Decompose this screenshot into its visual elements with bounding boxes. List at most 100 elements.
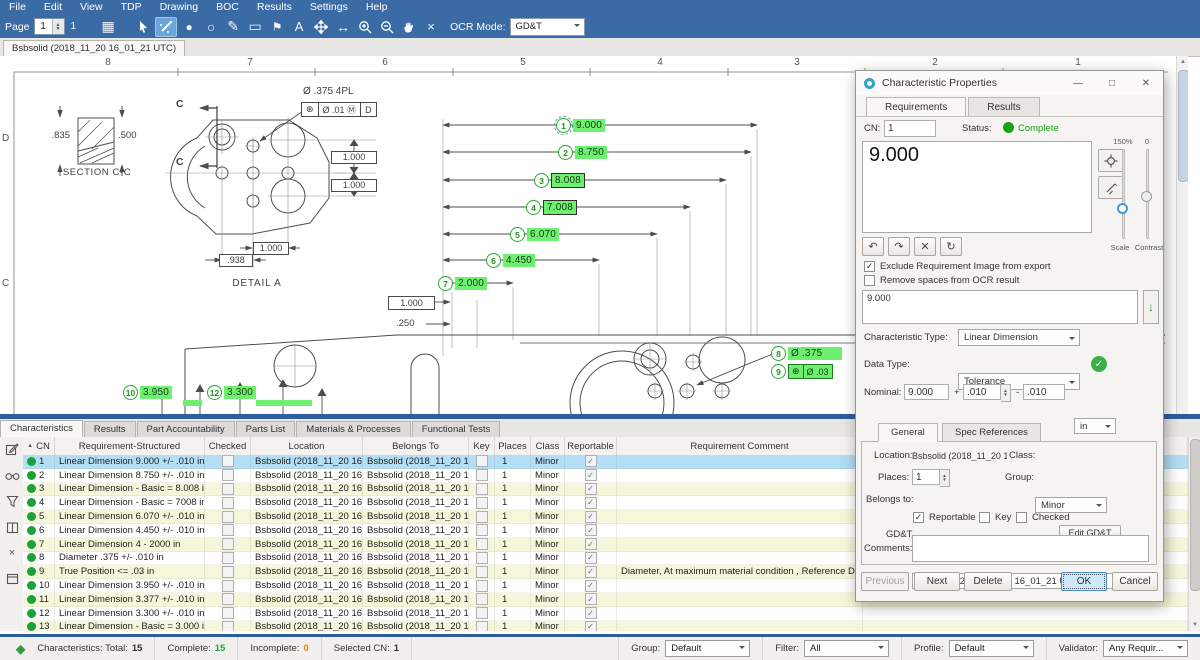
filter-select[interactable]: All: [803, 640, 889, 657]
key-checkbox[interactable]: [475, 482, 488, 495]
clear-icon[interactable]: ✕: [914, 237, 936, 256]
close-icon[interactable]: ✕: [1141, 77, 1151, 89]
checked-checkbox[interactable]: [221, 538, 234, 551]
ok-button[interactable]: OK: [1061, 572, 1107, 591]
key-checkbox[interactable]: [475, 496, 488, 509]
balloon-4[interactable]: 4 7.008: [526, 200, 578, 215]
col-belongs-to[interactable]: Belongs To: [363, 437, 469, 455]
key-checkbox[interactable]: [475, 551, 488, 564]
tab-materials-processes[interactable]: Materials & Processes: [296, 421, 411, 437]
reportable-checkbox[interactable]: ✓ Reportable: [913, 512, 976, 523]
comments-textarea[interactable]: [912, 535, 1149, 562]
key-checkbox[interactable]: [475, 524, 488, 537]
reportable-checkbox[interactable]: ✓: [584, 482, 597, 495]
previous-button[interactable]: Previous: [861, 572, 909, 591]
balloon-circle[interactable]: 6: [486, 253, 501, 268]
reportable-checkbox[interactable]: ✓: [584, 551, 597, 564]
tab-results[interactable]: Results: [83, 421, 136, 437]
dialog-titlebar[interactable]: Characteristic Properties — □ ✕: [856, 71, 1163, 95]
tab-dialog-results[interactable]: Results: [968, 97, 1040, 116]
col-reportable[interactable]: Reportable: [565, 437, 617, 455]
col-cn[interactable]: ▲ CN: [23, 437, 55, 455]
key-checkbox[interactable]: [475, 538, 488, 551]
balloon-5[interactable]: 5 6.070: [510, 227, 560, 242]
ocr-mode-select[interactable]: GD&T: [509, 17, 585, 36]
text-tool-icon[interactable]: A: [294, 19, 304, 34]
checked-checkbox[interactable]: [221, 496, 234, 509]
delete-tool-icon[interactable]: ×: [427, 19, 435, 34]
col-requirement[interactable]: Requirement-Structured: [55, 437, 205, 455]
balloon-value[interactable]: 3.950: [140, 386, 173, 399]
table-row[interactable]: 12 Linear Dimension 3.300 +/- .010 in Bs…: [23, 606, 1188, 621]
key-checkbox[interactable]: [475, 565, 488, 578]
balloon-circle[interactable]: 5: [510, 227, 525, 242]
checked-checkbox[interactable]: Checked: [1016, 512, 1070, 523]
remove-spaces-checkbox[interactable]: Remove spaces from OCR result: [864, 275, 1019, 286]
plus-tolerance-input[interactable]: .010: [963, 384, 1001, 400]
reportable-checkbox[interactable]: ✓: [584, 510, 597, 523]
checked-checkbox[interactable]: [221, 524, 234, 537]
flag-tool-icon[interactable]: ⚑: [271, 19, 283, 34]
splitter-bar[interactable]: [0, 634, 1200, 637]
col-requirement-comment[interactable]: Requirement Comment: [617, 437, 863, 455]
ocr-result-textarea[interactable]: 9.000: [862, 290, 1138, 324]
balloon-value[interactable]: 4.450: [503, 254, 536, 267]
balloon-circle[interactable]: 4: [526, 200, 541, 215]
balloon-fcf[interactable]: ⊕ Ø .03: [788, 364, 833, 379]
menu-item[interactable]: Edit: [43, 1, 63, 13]
tolerance-spinner-icon[interactable]: ▲ ▼: [1001, 384, 1011, 402]
reportable-checkbox[interactable]: ✓: [584, 620, 597, 631]
filter-icon[interactable]: [4, 493, 20, 509]
minus-tolerance-input[interactable]: .010: [1023, 384, 1065, 400]
balloon-circle[interactable]: 10: [123, 385, 138, 400]
zoom-in-icon[interactable]: [355, 18, 375, 36]
contrast-slider-thumb[interactable]: [1141, 191, 1152, 202]
checked-checkbox[interactable]: [221, 551, 234, 564]
maximize-icon[interactable]: □: [1108, 77, 1116, 89]
nominal-input[interactable]: 9.000: [904, 384, 949, 400]
unit-select[interactable]: in: [1074, 418, 1116, 434]
edit-icon[interactable]: [4, 441, 20, 457]
panel-window-icon[interactable]: [4, 571, 20, 587]
key-checkbox[interactable]: [475, 510, 488, 523]
page-number-input[interactable]: 1 ▲ ▼: [33, 18, 65, 35]
tab-general[interactable]: General: [878, 423, 938, 442]
scale-slider-thumb[interactable]: [1117, 203, 1128, 214]
scroll-up-icon[interactable]: ▲: [1180, 59, 1186, 65]
tab-requirements[interactable]: Requirements: [866, 97, 967, 116]
key-checkbox[interactable]: [475, 620, 488, 631]
balloon-circle[interactable]: 12: [207, 385, 222, 400]
checked-checkbox[interactable]: [221, 510, 234, 523]
menu-item[interactable]: File: [9, 1, 26, 13]
balloon-10[interactable]: 10 3.950: [123, 385, 173, 400]
balloon-6[interactable]: 6 4.450: [486, 253, 536, 268]
balloon-value[interactable]: 8.008: [551, 173, 586, 188]
refresh-icon[interactable]: ↻: [940, 237, 962, 256]
checked-checkbox[interactable]: [221, 607, 234, 620]
reportable-checkbox[interactable]: ✓: [584, 607, 597, 620]
scroll-down-icon[interactable]: ▼: [1192, 622, 1198, 628]
delete-button[interactable]: Delete: [964, 572, 1012, 591]
balloon-tool-icon[interactable]: ●: [185, 19, 193, 34]
reportable-checkbox[interactable]: ✓: [584, 593, 597, 606]
balloon-2[interactable]: 2 8.750: [558, 145, 608, 160]
scrollbar-thumb[interactable]: [1178, 70, 1188, 182]
fit-view-icon[interactable]: [311, 18, 331, 36]
balloon-7[interactable]: 7 2.000: [438, 276, 488, 291]
col-class[interactable]: Class: [531, 437, 565, 455]
validator-select[interactable]: Any Requir...: [1103, 640, 1188, 657]
minimize-icon[interactable]: —: [1073, 77, 1083, 89]
key-checkbox[interactable]: Key: [979, 512, 1011, 523]
next-button[interactable]: Next: [914, 572, 960, 591]
checked-checkbox[interactable]: [221, 482, 234, 495]
group-select[interactable]: Default: [665, 640, 751, 657]
balloon-circle[interactable]: 2: [558, 145, 573, 160]
balloon-12[interactable]: 12 3.300: [207, 385, 257, 400]
balloon-value[interactable]: 2.000: [455, 277, 488, 290]
key-checkbox[interactable]: [475, 455, 488, 468]
document-tab[interactable]: Bsbsolid (2018_11_20 16_01_21 UTC): [3, 40, 186, 56]
tab-spec-references[interactable]: Spec References: [942, 423, 1041, 442]
col-checked[interactable]: Checked: [205, 437, 251, 455]
resize-width-icon[interactable]: ↔: [336, 18, 351, 35]
